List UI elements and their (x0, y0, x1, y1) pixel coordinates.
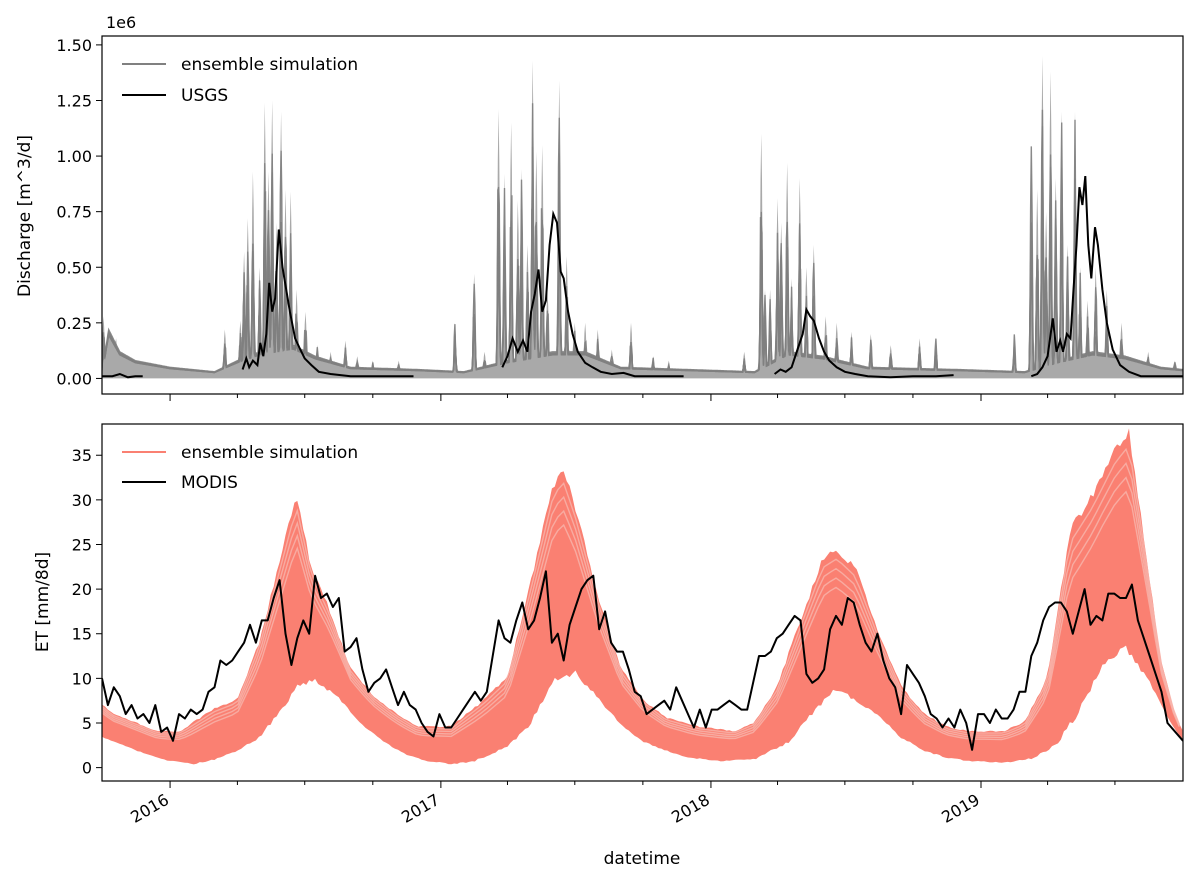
discharge-y-tick-label: 1.50 (56, 36, 92, 55)
et-y-tick-label: 5 (82, 714, 92, 733)
et-y-tick-label: 25 (72, 535, 92, 554)
et-legend: ensemble simulation MODIS (122, 443, 358, 493)
et-y-tick-label: 10 (72, 669, 92, 688)
discharge-legend: ensemble simulation USGS (122, 55, 358, 106)
discharge-y-tick-label: 0.25 (56, 314, 92, 333)
discharge-y-tick-label: 1.00 (56, 147, 92, 166)
discharge-ensemble-member (102, 103, 1183, 373)
discharge-offset-text: 1e6 (106, 13, 136, 32)
et-ensemble-member (102, 462, 1180, 736)
et-y-tick-label: 35 (72, 446, 92, 465)
x-axis-label: datetime (604, 849, 681, 869)
usgs-observation-line (501, 209, 684, 378)
usgs-observation-line (773, 306, 954, 379)
modis-observation-line (102, 570, 1183, 751)
discharge-y-tick-label: 0.00 (56, 369, 92, 388)
et-y-tick-label: 15 (72, 625, 92, 644)
discharge-ensemble-envelope (102, 56, 1183, 379)
discharge-plot-area (102, 56, 1183, 379)
discharge-y-ticks: 0.00 0.25 0.50 0.75 1.00 1.25 1.50 (56, 36, 102, 388)
discharge-y-label: Discharge [m^3/d] (15, 135, 35, 297)
discharge-x-ticks (169, 394, 1116, 401)
et-y-tick-label: 20 (72, 580, 92, 599)
et-y-tick-label: 30 (72, 491, 92, 510)
discharge-legend-usgs-label: USGS (181, 86, 228, 106)
discharge-ensemble-member (102, 212, 1183, 374)
et-legend-ensemble-label: ensemble simulation (181, 443, 358, 463)
discharge-y-tick-label: 1.25 (56, 91, 92, 110)
discharge-y-tick-label: 0.75 (56, 203, 92, 222)
et-ensemble-member (102, 476, 1180, 739)
discharge-y-tick-label: 0.50 (56, 258, 92, 277)
discharge-legend-ensemble-label: ensemble simulation (181, 55, 358, 75)
et-plot-area (102, 428, 1183, 765)
et-y-tick-label: 0 (82, 759, 92, 778)
et-y-label: ET [mm/8d] (33, 552, 53, 652)
et-y-ticks: 0 5 10 15 20 25 30 35 (72, 446, 102, 778)
et-legend-modis-label: MODIS (181, 473, 238, 493)
usgs-observation-line (241, 229, 414, 378)
usgs-observation-line (102, 372, 143, 379)
discharge-panel: 0.00 0.25 0.50 0.75 1.00 1.25 1.50 1e6 Dischar… (15, 13, 1184, 401)
usgs-observation-line (1030, 176, 1183, 378)
